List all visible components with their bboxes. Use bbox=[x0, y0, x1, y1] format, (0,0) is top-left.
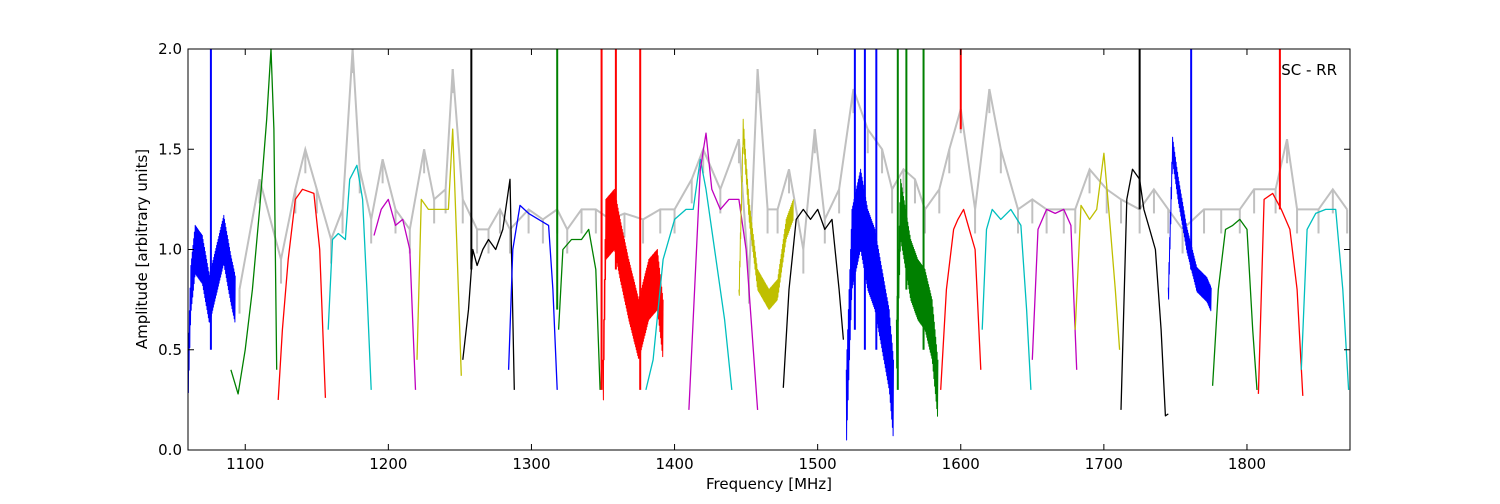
series-line-8 bbox=[557, 228, 601, 390]
series-line-21 bbox=[1167, 136, 1212, 312]
series-line-24 bbox=[1300, 208, 1350, 390]
series-line-11 bbox=[688, 132, 759, 410]
series-line-3 bbox=[327, 164, 372, 390]
series-line-19 bbox=[1074, 152, 1121, 350]
x-tick-label-1: 1200 bbox=[369, 455, 407, 473]
plot-area-background bbox=[188, 49, 1350, 450]
y-tick-label-3: 1.5 bbox=[158, 140, 182, 158]
x-tick-label-2: 1300 bbox=[512, 455, 550, 473]
series-line-7 bbox=[507, 204, 558, 390]
x-axis: 1100 1200 1300 1400 1500 1600 1700 1800 bbox=[226, 49, 1266, 473]
spike-layer bbox=[209, 49, 1281, 390]
series-line-20 bbox=[1120, 168, 1169, 417]
y-tick-label-4: 2.0 bbox=[158, 40, 182, 58]
series-line-16 bbox=[940, 208, 982, 390]
y-tick-label-2: 1.0 bbox=[158, 241, 182, 259]
series-line-18 bbox=[1031, 208, 1078, 370]
x-axis-label: Frequency [MHz] bbox=[706, 475, 832, 493]
x-tick-label-4: 1500 bbox=[799, 455, 837, 473]
x-tick-label-3: 1400 bbox=[655, 455, 693, 473]
series-line-2 bbox=[277, 188, 327, 400]
annotation-label: SC - RR bbox=[1281, 61, 1337, 79]
y-axis-label: Amplitude [arbitrary units] bbox=[133, 149, 151, 349]
series-line-22 bbox=[1211, 218, 1258, 390]
series-line-15 bbox=[895, 178, 939, 417]
y-axis: 0.0 0.5 1.0 1.5 2.0 bbox=[158, 40, 1350, 459]
series-line-5 bbox=[416, 128, 462, 376]
x-tick-label-6: 1700 bbox=[1085, 455, 1123, 473]
y-tick-label-0: 0.0 bbox=[158, 441, 182, 459]
series-line-23 bbox=[1257, 192, 1304, 396]
x-tick-label-0: 1100 bbox=[226, 455, 264, 473]
series-line-17 bbox=[981, 208, 1032, 390]
series-line-13 bbox=[782, 208, 845, 388]
y-tick-label-1: 0.5 bbox=[158, 341, 182, 359]
series-line-6 bbox=[462, 178, 515, 390]
series-line-12 bbox=[738, 118, 794, 310]
x-tick-label-5: 1600 bbox=[942, 455, 980, 473]
series-line-4 bbox=[373, 198, 417, 390]
series-line-9 bbox=[602, 188, 664, 401]
background-envelope-line bbox=[238, 48, 1348, 290]
series-line-1 bbox=[230, 48, 278, 395]
series-line-10 bbox=[645, 158, 733, 391]
x-tick-label-7: 1800 bbox=[1228, 455, 1266, 473]
